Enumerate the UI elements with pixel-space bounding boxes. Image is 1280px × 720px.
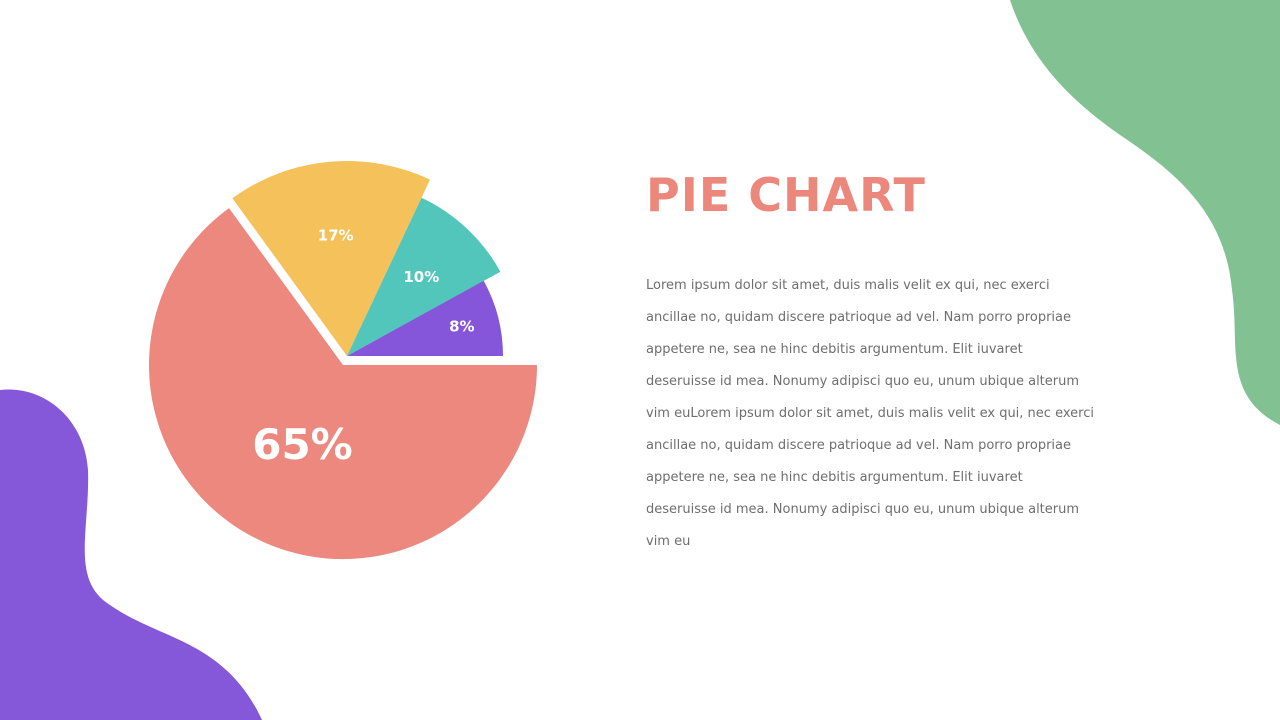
pie-slice-17	[232, 161, 430, 356]
pie-slice-label: 8%	[449, 318, 474, 336]
pie-slice-label: 65%	[252, 420, 353, 469]
pie-slice-8	[347, 280, 503, 356]
green-blob-shape	[1010, 0, 1280, 425]
page-title: PIE CHART	[646, 168, 926, 222]
pie-slice-label: 17%	[318, 227, 354, 245]
pie-slice-65	[148, 208, 538, 560]
pie-slice-label: 10%	[403, 268, 439, 286]
pie-slice-10	[347, 197, 501, 356]
purple-blob-shape	[0, 389, 262, 720]
body-paragraph: Lorem ipsum dolor sit amet, duis malis v…	[646, 278, 1094, 549]
